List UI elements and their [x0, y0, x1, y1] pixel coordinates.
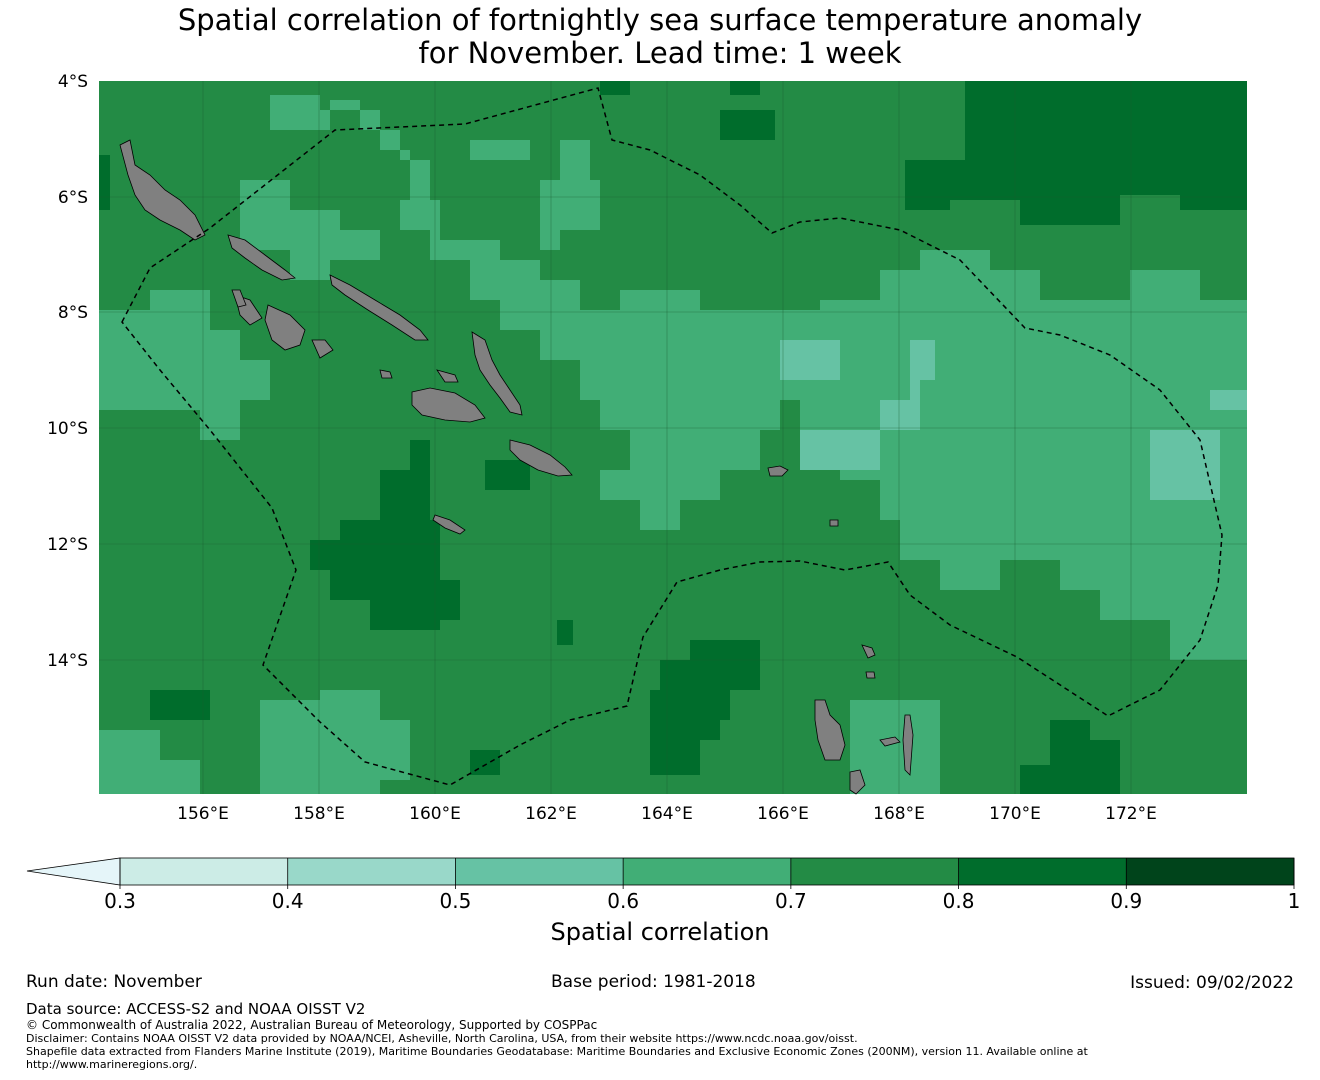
gridlines: [99, 81, 1247, 794]
lon-label: 160°E: [409, 804, 461, 824]
issued-date: Issued: 09/02/2022: [1130, 973, 1294, 993]
lon-label: 168°E: [873, 804, 925, 824]
colorbar-bin: [623, 858, 792, 885]
lon-label: 166°E: [757, 804, 809, 824]
correlation-zones-0.6: [99, 95, 1247, 794]
lon-label: 162°E: [525, 804, 577, 824]
run-date: Run date: November: [26, 972, 202, 992]
colorbar-tick-label: 1: [1288, 889, 1301, 913]
colorbar-tick-label: 0.7: [775, 889, 807, 913]
lat-label: 8°S: [58, 303, 88, 323]
colorbar-tick-label: 0.4: [272, 889, 304, 913]
colorbar-bins: [120, 858, 1295, 885]
lat-label: 10°S: [47, 419, 88, 439]
vanuatu-malekula: [879, 714, 914, 776]
vanuatu-north: [849, 644, 876, 795]
choiseul-island: [227, 234, 296, 281]
data-source: Data source: ACCESS-S2 and NOAA OISST V2: [26, 1000, 366, 1018]
colorbar-bin: [1126, 858, 1295, 885]
colorbar-bin: [455, 858, 624, 885]
colorbar-bin: [120, 858, 289, 885]
shapefile-url: http://www.marineregions.org/.: [26, 1058, 198, 1071]
guadalcanal-island: [411, 387, 486, 423]
malaita-island: [471, 331, 523, 416]
lon-label: 156°E: [177, 804, 229, 824]
lat-label: 14°S: [47, 651, 88, 671]
title-line-1: Spatial correlation of fortnightly sea s…: [177, 3, 1143, 37]
colorbar-tick-label: 0.8: [943, 889, 975, 913]
chart-title: Spatial correlation of fortnightly sea s…: [0, 4, 1320, 70]
colorbar-ticks: 0.3 0.4 0.5 0.6 0.7 0.8 0.9 1: [104, 858, 1300, 913]
lon-label: 172°E: [1105, 804, 1157, 824]
colorbar-title: Spatial correlation: [550, 918, 770, 946]
colorbar-bin: [958, 858, 1127, 885]
santa-isabel-island: [329, 274, 429, 341]
copyright: © Commonwealth of Australia 2022, Austra…: [26, 1018, 598, 1032]
makira-island: [509, 439, 573, 477]
lat-label: 6°S: [58, 188, 88, 208]
santa-cruz-islands: [767, 465, 839, 527]
vanuatu-espiritu-santo: [814, 699, 846, 761]
shapefile-credit: Shapefile data extracted from Flanders M…: [26, 1045, 1088, 1058]
land-masses: [119, 139, 914, 795]
colorbar: 0.3 0.4 0.5 0.6 0.7 0.8 0.9 1: [26, 857, 1300, 913]
lat-axis: 4°S 6°S 8°S 10°S 12°S 14°S: [47, 72, 88, 671]
colorbar-tick-label: 0.3: [104, 889, 136, 913]
colorbar-tick-label: 0.9: [1110, 889, 1142, 913]
correlation-zones-0.5: [780, 340, 1247, 500]
lon-label: 158°E: [293, 804, 345, 824]
colorbar-bin: [790, 858, 960, 885]
small-islands-2: [379, 369, 459, 383]
eez-boundary: [121, 87, 1223, 786]
colorbar-extend-arrow: [26, 857, 121, 886]
bougainville-island: [119, 139, 206, 241]
disclaimer: Disclaimer: Contains NOAA OISST V2 data …: [26, 1032, 858, 1045]
correlation-zones-0.8: [99, 81, 1247, 794]
lat-label: 4°S: [58, 72, 88, 92]
lon-axis: 156°E 158°E 160°E 162°E 164°E 166°E 168°…: [177, 804, 1157, 824]
colorbar-tick-label: 0.5: [440, 889, 472, 913]
title-line-2: for November. Lead time: 1 week: [418, 36, 902, 70]
new-georgia-island: [234, 294, 334, 359]
lon-label: 164°E: [641, 804, 693, 824]
lat-label: 12°S: [47, 535, 88, 555]
lon-label: 170°E: [989, 804, 1041, 824]
small-islands-1: [432, 514, 466, 535]
colorbar-bin: [287, 858, 456, 885]
base-period: Base period: 1981-2018: [551, 972, 756, 992]
colorbar-tick-label: 0.6: [607, 889, 639, 913]
rennell-island: [231, 289, 247, 308]
map-panel: [99, 81, 1247, 795]
